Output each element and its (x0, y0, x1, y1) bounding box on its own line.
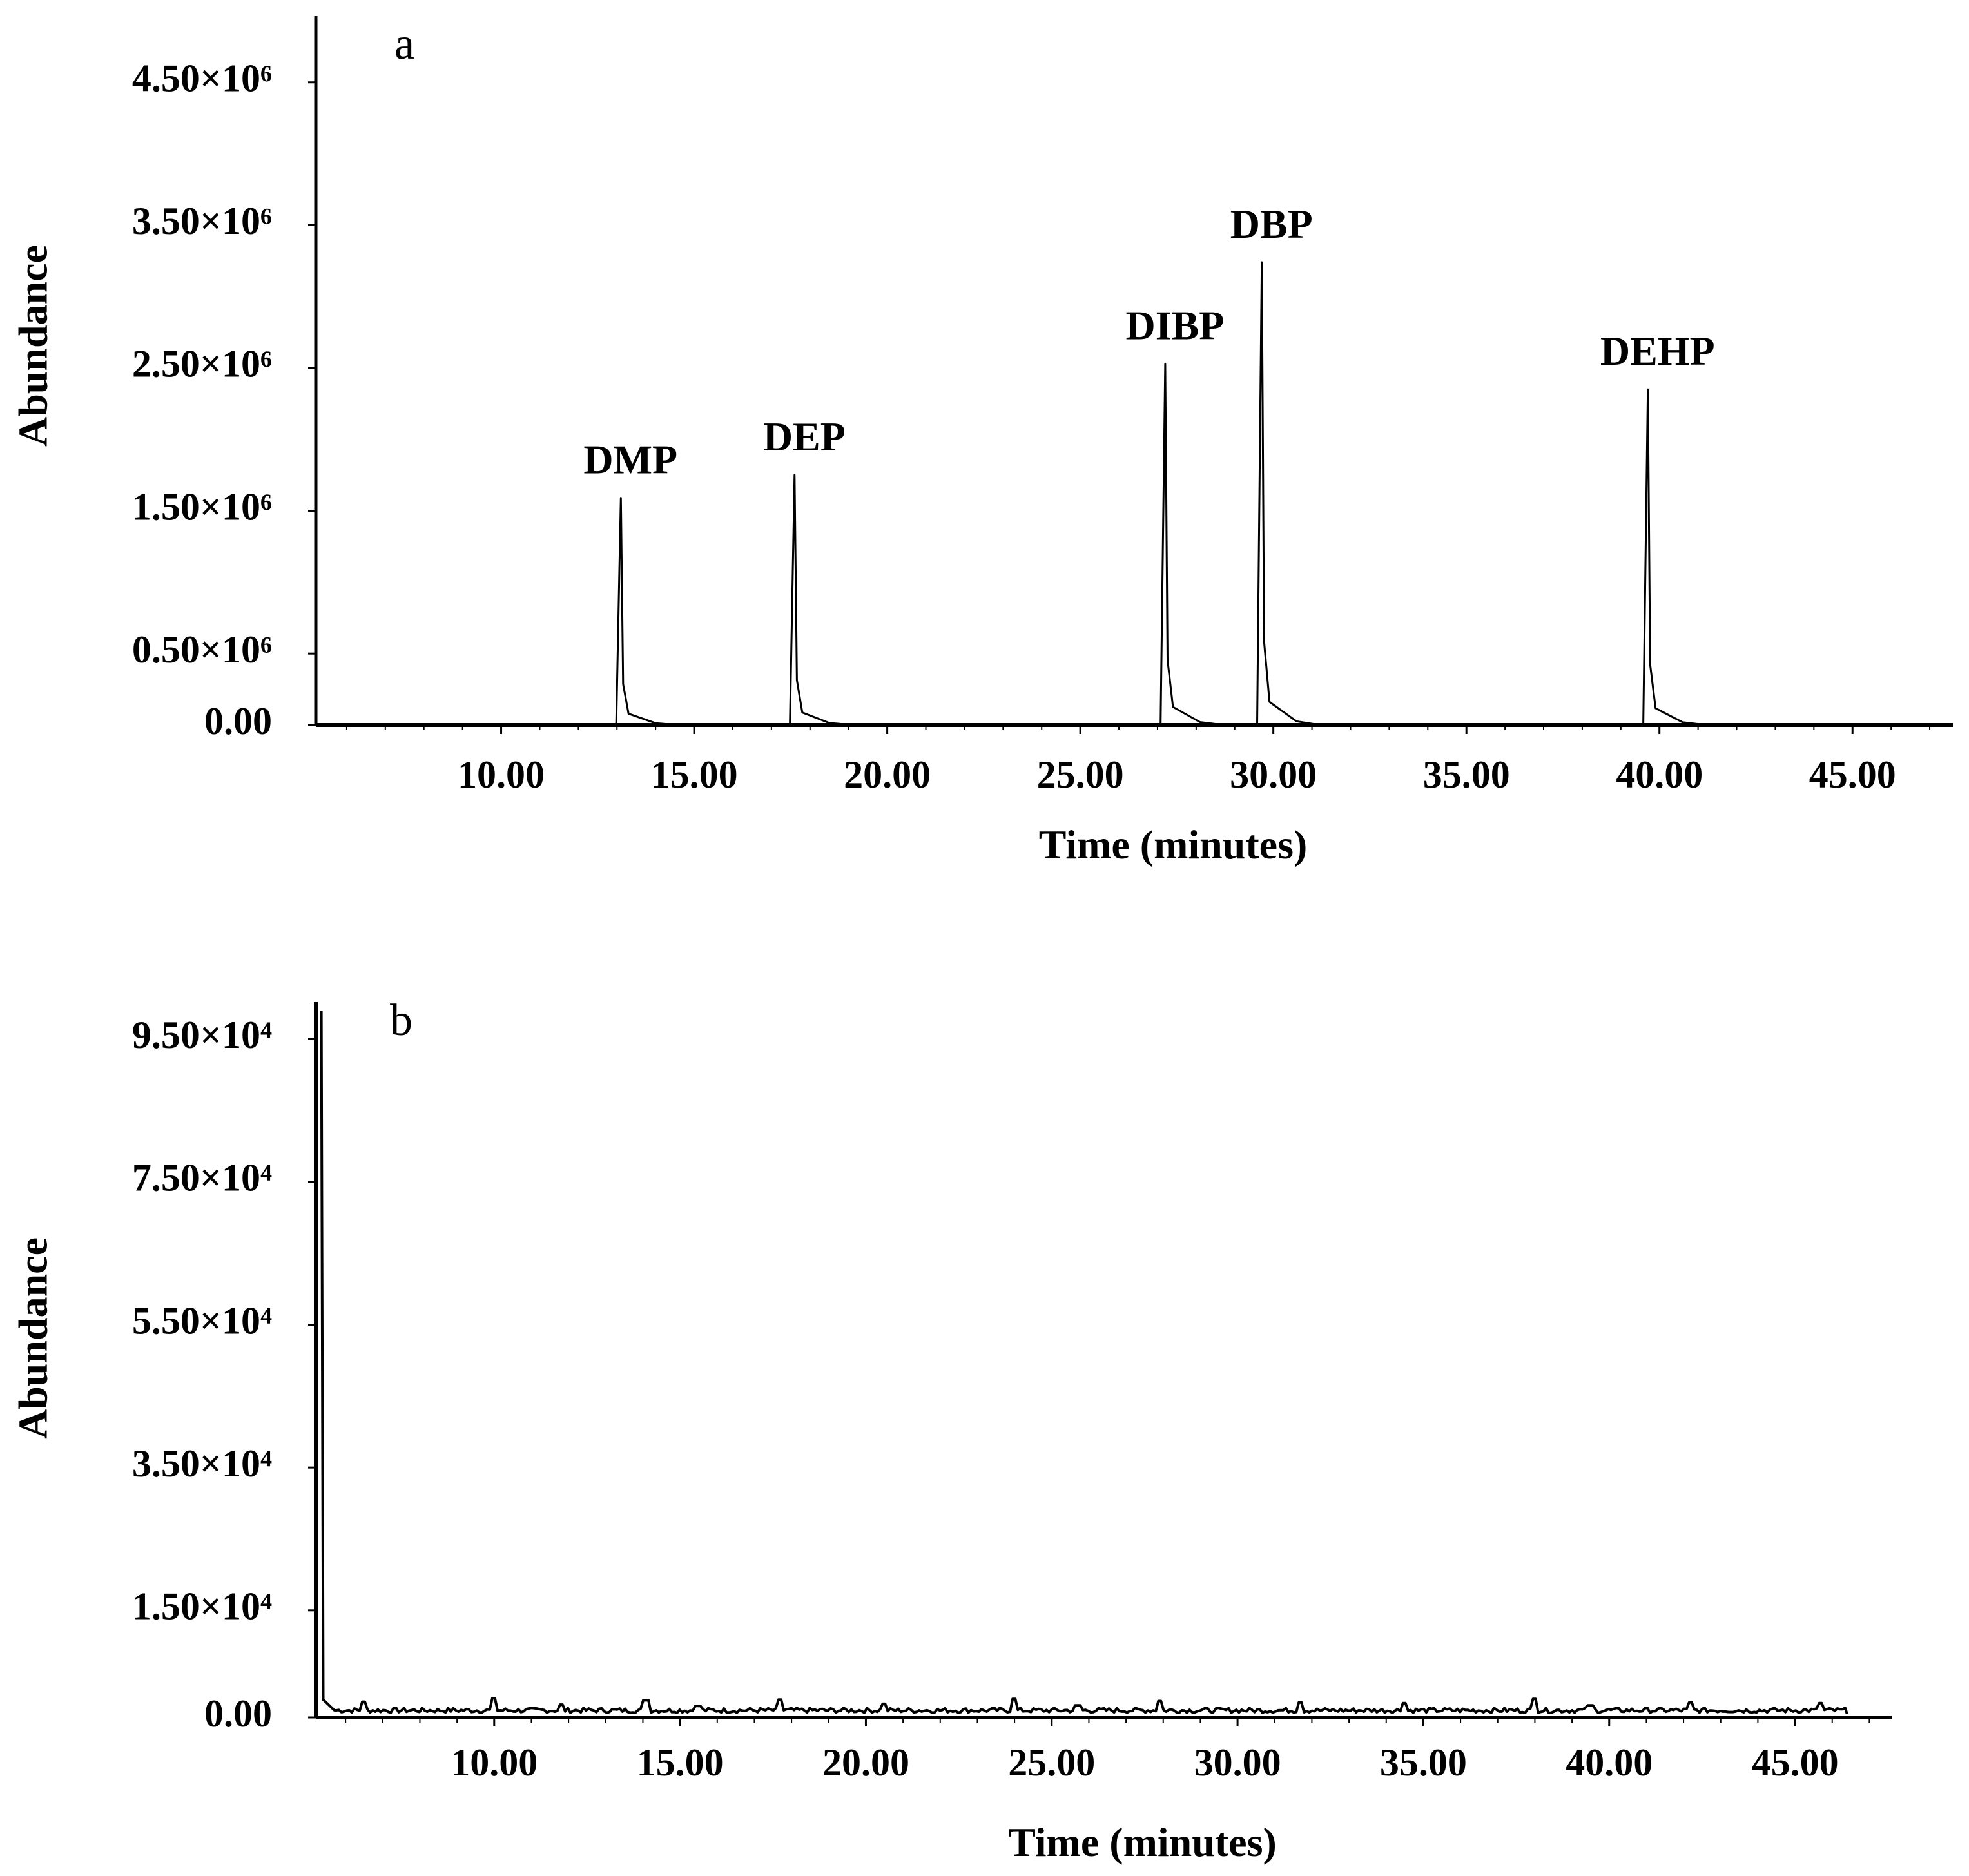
panel-letter: a (394, 19, 414, 69)
peak-label-dmp: DMP (583, 437, 677, 483)
x-tick-label: 10.00 (458, 753, 545, 796)
chromatogram-trace (320, 1010, 1848, 1715)
y-tick-label: 5.50×10⁴ (132, 1299, 272, 1342)
peak-label-dep: DEP (763, 414, 846, 459)
y-ticks: 0.00 0.50×10⁶ 1.50×10⁶ 2.50×10⁶ 3.50×10⁶ 4.50… (132, 57, 316, 742)
peak-label-dbp: DBP (1230, 201, 1313, 247)
y-tick-label: 3.50×10⁶ (132, 200, 272, 242)
peak-label-dehp: DEHP (1600, 328, 1715, 374)
x-tick-label: 35.00 (1423, 753, 1510, 796)
chromatogram-panel-b: b 10.00 15.00 20.00 25.00 30.00 35.00 40.00 45.0… (10, 996, 1892, 1865)
x-tick-label: 25.00 (1037, 753, 1124, 796)
x-tick-label: 10.00 (451, 1741, 538, 1784)
y-axis-title: Abundance (10, 245, 56, 447)
x-tick-label: 20.00 (844, 753, 931, 796)
y-tick-label: 7.50×10⁴ (132, 1157, 272, 1199)
x-tick-label: 35.00 (1380, 1741, 1467, 1784)
peak-label-dibp: DIBP (1125, 302, 1224, 348)
x-tick-label: 20.00 (822, 1741, 909, 1784)
x-tick-label: 15.00 (651, 753, 738, 796)
y-tick-label: 9.50×10⁴ (132, 1014, 272, 1056)
y-tick-label: 1.50×10⁶ (132, 485, 272, 528)
y-tick-label: 0.00 (204, 1692, 272, 1735)
y-axis-title: Abundance (10, 1237, 56, 1439)
chromatogram-panel-a: a DMP DEP DIBP DBP DEHP 10.00 15.00 20.00 25.00 30… (10, 16, 1953, 867)
x-tick-label: 15.00 (637, 1741, 724, 1784)
x-axis-title: Time (minutes) (1008, 1819, 1277, 1865)
x-tick-label: 45.00 (1752, 1741, 1839, 1784)
x-ticks: 10.00 15.00 20.00 25.00 30.00 35.00 40.00 45.00 (345, 1717, 1870, 1784)
x-tick-label: 40.00 (1616, 753, 1703, 796)
y-ticks: 0.00 1.50×10⁴ 3.50×10⁴ 5.50×10⁴ 7.50×10⁴ 9.50… (132, 1014, 316, 1735)
y-tick-label: 2.50×10⁶ (132, 343, 272, 385)
panel-letter: b (390, 996, 412, 1045)
y-tick-label: 3.50×10⁴ (132, 1442, 272, 1485)
y-tick-label: 0.50×10⁶ (132, 628, 272, 671)
y-tick-label: 0.00 (204, 700, 272, 742)
x-tick-label: 45.00 (1809, 753, 1896, 796)
x-tick-label: 40.00 (1566, 1741, 1653, 1784)
x-ticks: 10.00 15.00 20.00 25.00 30.00 35.00 40.00 45.00 (345, 725, 1931, 796)
y-tick-label: 1.50×10⁴ (132, 1585, 272, 1628)
x-tick-label: 30.00 (1194, 1741, 1281, 1784)
y-tick-label: 4.50×10⁶ (132, 57, 272, 99)
x-tick-label: 25.00 (1008, 1741, 1095, 1784)
x-tick-label: 30.00 (1230, 753, 1317, 796)
x-axis-title: Time (minutes) (1039, 822, 1308, 867)
